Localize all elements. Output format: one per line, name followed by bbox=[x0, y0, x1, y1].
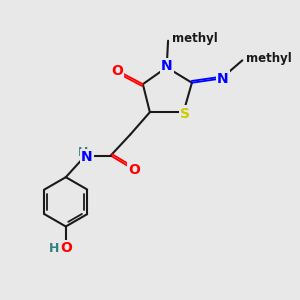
Text: H: H bbox=[77, 146, 88, 159]
Text: methyl: methyl bbox=[172, 32, 218, 45]
Text: O: O bbox=[128, 163, 140, 177]
Text: O: O bbox=[111, 64, 123, 78]
Text: H: H bbox=[49, 242, 59, 255]
Text: N: N bbox=[217, 72, 229, 86]
Text: S: S bbox=[180, 106, 190, 121]
Text: N: N bbox=[81, 150, 93, 164]
Text: O: O bbox=[60, 241, 72, 255]
Text: N: N bbox=[161, 59, 172, 73]
Text: methyl: methyl bbox=[246, 52, 291, 65]
